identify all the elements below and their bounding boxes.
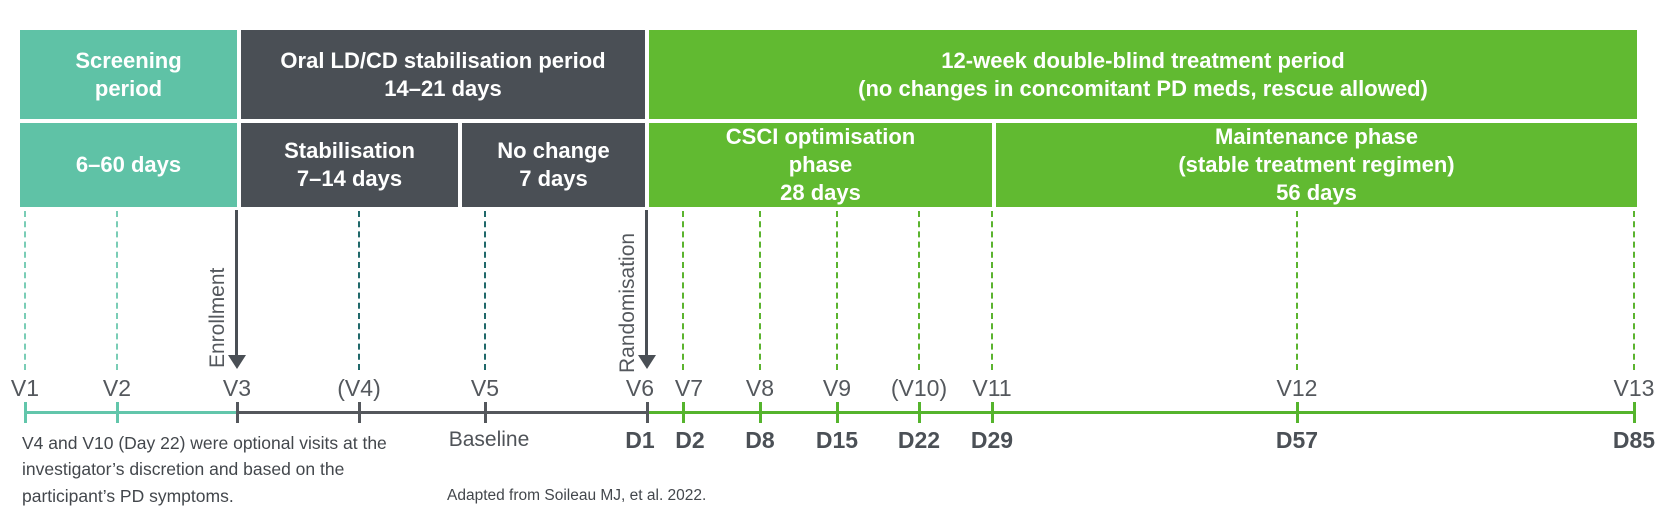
phase-box-double-blind-treatment: 12-week double-blind treatment period (n… (649, 30, 1637, 119)
phase-box-csci-optimisation: CSCI optimisation phase 28 days (649, 123, 992, 207)
timeline-segment-treatment (647, 411, 1634, 414)
baseline-label: Baseline (448, 428, 530, 451)
day-label-d1: D1 (625, 427, 655, 453)
phase-box-oral-ldcd-stabilisation-label: Oral LD/CD stabilisation period 14–21 da… (280, 47, 606, 101)
dashed-line-v7 (682, 211, 684, 370)
visit-label-v1: V1 (10, 375, 40, 401)
visit-label-v7: V7 (674, 375, 704, 401)
dashed-line-v1 (24, 211, 26, 370)
tick-v6 (646, 402, 649, 423)
phase-box-screening-period-label: Screening period (75, 47, 182, 101)
tick-v1 (24, 402, 27, 423)
randomisation-label: Randomisation (616, 232, 639, 373)
day-label-d22: D22 (897, 427, 941, 453)
visit-label-v12: V12 (1276, 375, 1318, 401)
phase-box-screening-duration: 6–60 days (20, 123, 237, 207)
tick-v3 (236, 402, 239, 423)
tick-v12 (1296, 402, 1299, 423)
phase-box-double-blind-treatment-label: 12-week double-blind treatment period (n… (858, 47, 1428, 101)
tick-v13 (1633, 402, 1636, 423)
phase-box-csci-optimisation-label: CSCI optimisation phase 28 days (725, 124, 916, 205)
visit-label-v13: V13 (1613, 375, 1655, 401)
footnote-optional-visits: V4 and V10 (Day 22) were optional visits… (22, 433, 387, 506)
dashed-line-v5 (484, 211, 486, 370)
visit-label-v2: V2 (102, 375, 132, 401)
timeline-segment-stabilisation (237, 411, 647, 414)
dashed-line-v9 (836, 211, 838, 370)
phase-box-maintenance-label: Maintenance phase (stable treatment regi… (1178, 124, 1455, 205)
phase-box-no-change-label: No change 7 days (497, 138, 610, 191)
phase-box-stabilisation-label: Stabilisation 7–14 days (284, 138, 415, 191)
tick-v10 (918, 402, 921, 423)
visit-label-v6: V6 (625, 375, 655, 401)
enrollment-arrowhead-icon (228, 355, 246, 369)
day-label-d85: D85 (1612, 427, 1656, 453)
visit-label-v11: V11 (972, 375, 1012, 401)
enrollment-label: Enrollment (206, 267, 229, 368)
dashed-line-v8 (759, 211, 761, 370)
dashed-line-v10 (918, 211, 920, 370)
dashed-line-v4 (358, 211, 360, 370)
day-label-d15: D15 (815, 427, 859, 453)
phase-box-no-change: No change 7 days (462, 123, 645, 207)
dashed-line-v2 (116, 211, 118, 370)
source-citation: Adapted from Soileau MJ, et al. 2022. (447, 487, 707, 504)
tick-v8 (759, 402, 762, 423)
visit-label-v5: V5 (470, 375, 500, 401)
phase-box-maintenance: Maintenance phase (stable treatment regi… (996, 123, 1637, 207)
visit-label-v4: (V4) (337, 375, 381, 401)
phase-box-oral-ldcd-stabilisation: Oral LD/CD stabilisation period 14–21 da… (241, 30, 645, 119)
visit-label-v3: V3 (222, 375, 252, 401)
visit-label-v8: V8 (745, 375, 775, 401)
day-label-d29: D29 (970, 427, 1014, 453)
day-label-d8: D8 (745, 427, 775, 453)
dashed-line-v11 (991, 211, 993, 370)
enrollment-arrow-line (235, 210, 238, 357)
dashed-line-v12 (1296, 211, 1298, 370)
tick-v2 (116, 402, 119, 423)
visit-label-v9: V9 (822, 375, 852, 401)
timeline-segment-screening (25, 411, 237, 414)
day-label-d2: D2 (675, 427, 705, 453)
randomisation-arrowhead-icon (638, 355, 656, 369)
tick-v11 (991, 402, 994, 423)
tick-v5 (484, 402, 487, 423)
phase-box-screening-period: Screening period (20, 30, 237, 119)
phase-box-stabilisation: Stabilisation 7–14 days (241, 123, 458, 207)
tick-v7 (682, 402, 685, 423)
day-label-d57: D57 (1275, 427, 1319, 453)
visit-label-v10: (V10) (890, 375, 948, 401)
phase-box-screening-duration-label: 6–60 days (75, 152, 182, 178)
tick-v9 (836, 402, 839, 423)
dashed-line-v13 (1633, 211, 1635, 370)
tick-v4 (358, 402, 361, 423)
randomisation-arrow-line (645, 210, 648, 357)
